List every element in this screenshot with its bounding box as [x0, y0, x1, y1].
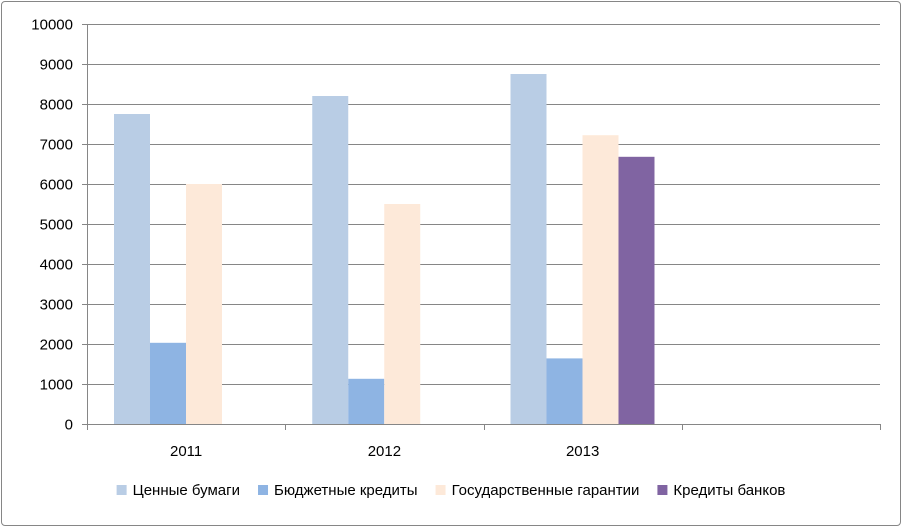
bar-2-2011 [150, 342, 186, 424]
legend-label: Кредиты банков [673, 482, 785, 499]
legend-item: Государственные гарантии [435, 482, 640, 499]
bar-1-2011 [114, 114, 150, 424]
x-tick-label: 2013 [566, 443, 599, 460]
axes: 0 1000 2000 3000 4000 5000 6000 7000 8000 9000 100… [31, 17, 881, 460]
y-tick-label: 4000 [40, 257, 73, 274]
legend-label: Государственные гарантии [452, 482, 640, 499]
y-tick-label: 0 [65, 417, 73, 434]
legend-swatch [116, 485, 127, 495]
y-tick-label: 3000 [40, 297, 73, 314]
bar-1-2012 [312, 96, 349, 424]
y-tick-label: 8000 [40, 97, 73, 114]
bar-1-2013 [510, 74, 547, 424]
legend: Ценные бумаги Бюджетные кредиты Государств… [116, 482, 785, 499]
legend-swatch [435, 485, 446, 495]
legend-swatch [657, 485, 668, 495]
y-tick-label: 5000 [40, 217, 73, 234]
bar-2-2013 [546, 358, 583, 424]
legend-item: Ценные бумаги [116, 482, 240, 499]
y-tick-label: 2000 [40, 337, 73, 354]
bar-3-2011 [186, 184, 222, 424]
y-tick-label: 9000 [40, 57, 73, 74]
legend-swatch [258, 485, 269, 495]
y-tick-label: 7000 [40, 137, 73, 154]
bar-3-2013 [582, 135, 619, 424]
legend-item: Кредиты банков [657, 482, 785, 499]
legend-item: Бюджетные кредиты [258, 482, 418, 499]
bar-3-2012 [384, 204, 421, 424]
bar-4-2013 [618, 156, 655, 425]
bars [114, 74, 655, 425]
legend-label: Ценные бумаги [133, 482, 240, 499]
legend-label: Бюджетные кредиты [274, 482, 418, 499]
x-tick-label: 2012 [368, 443, 401, 460]
y-tick-label: 10000 [31, 17, 73, 34]
y-tick-label: 1000 [40, 377, 73, 394]
bar-2-2012 [348, 378, 385, 424]
x-tick-label: 2011 [170, 443, 202, 460]
y-tick-label: 6000 [40, 177, 73, 194]
